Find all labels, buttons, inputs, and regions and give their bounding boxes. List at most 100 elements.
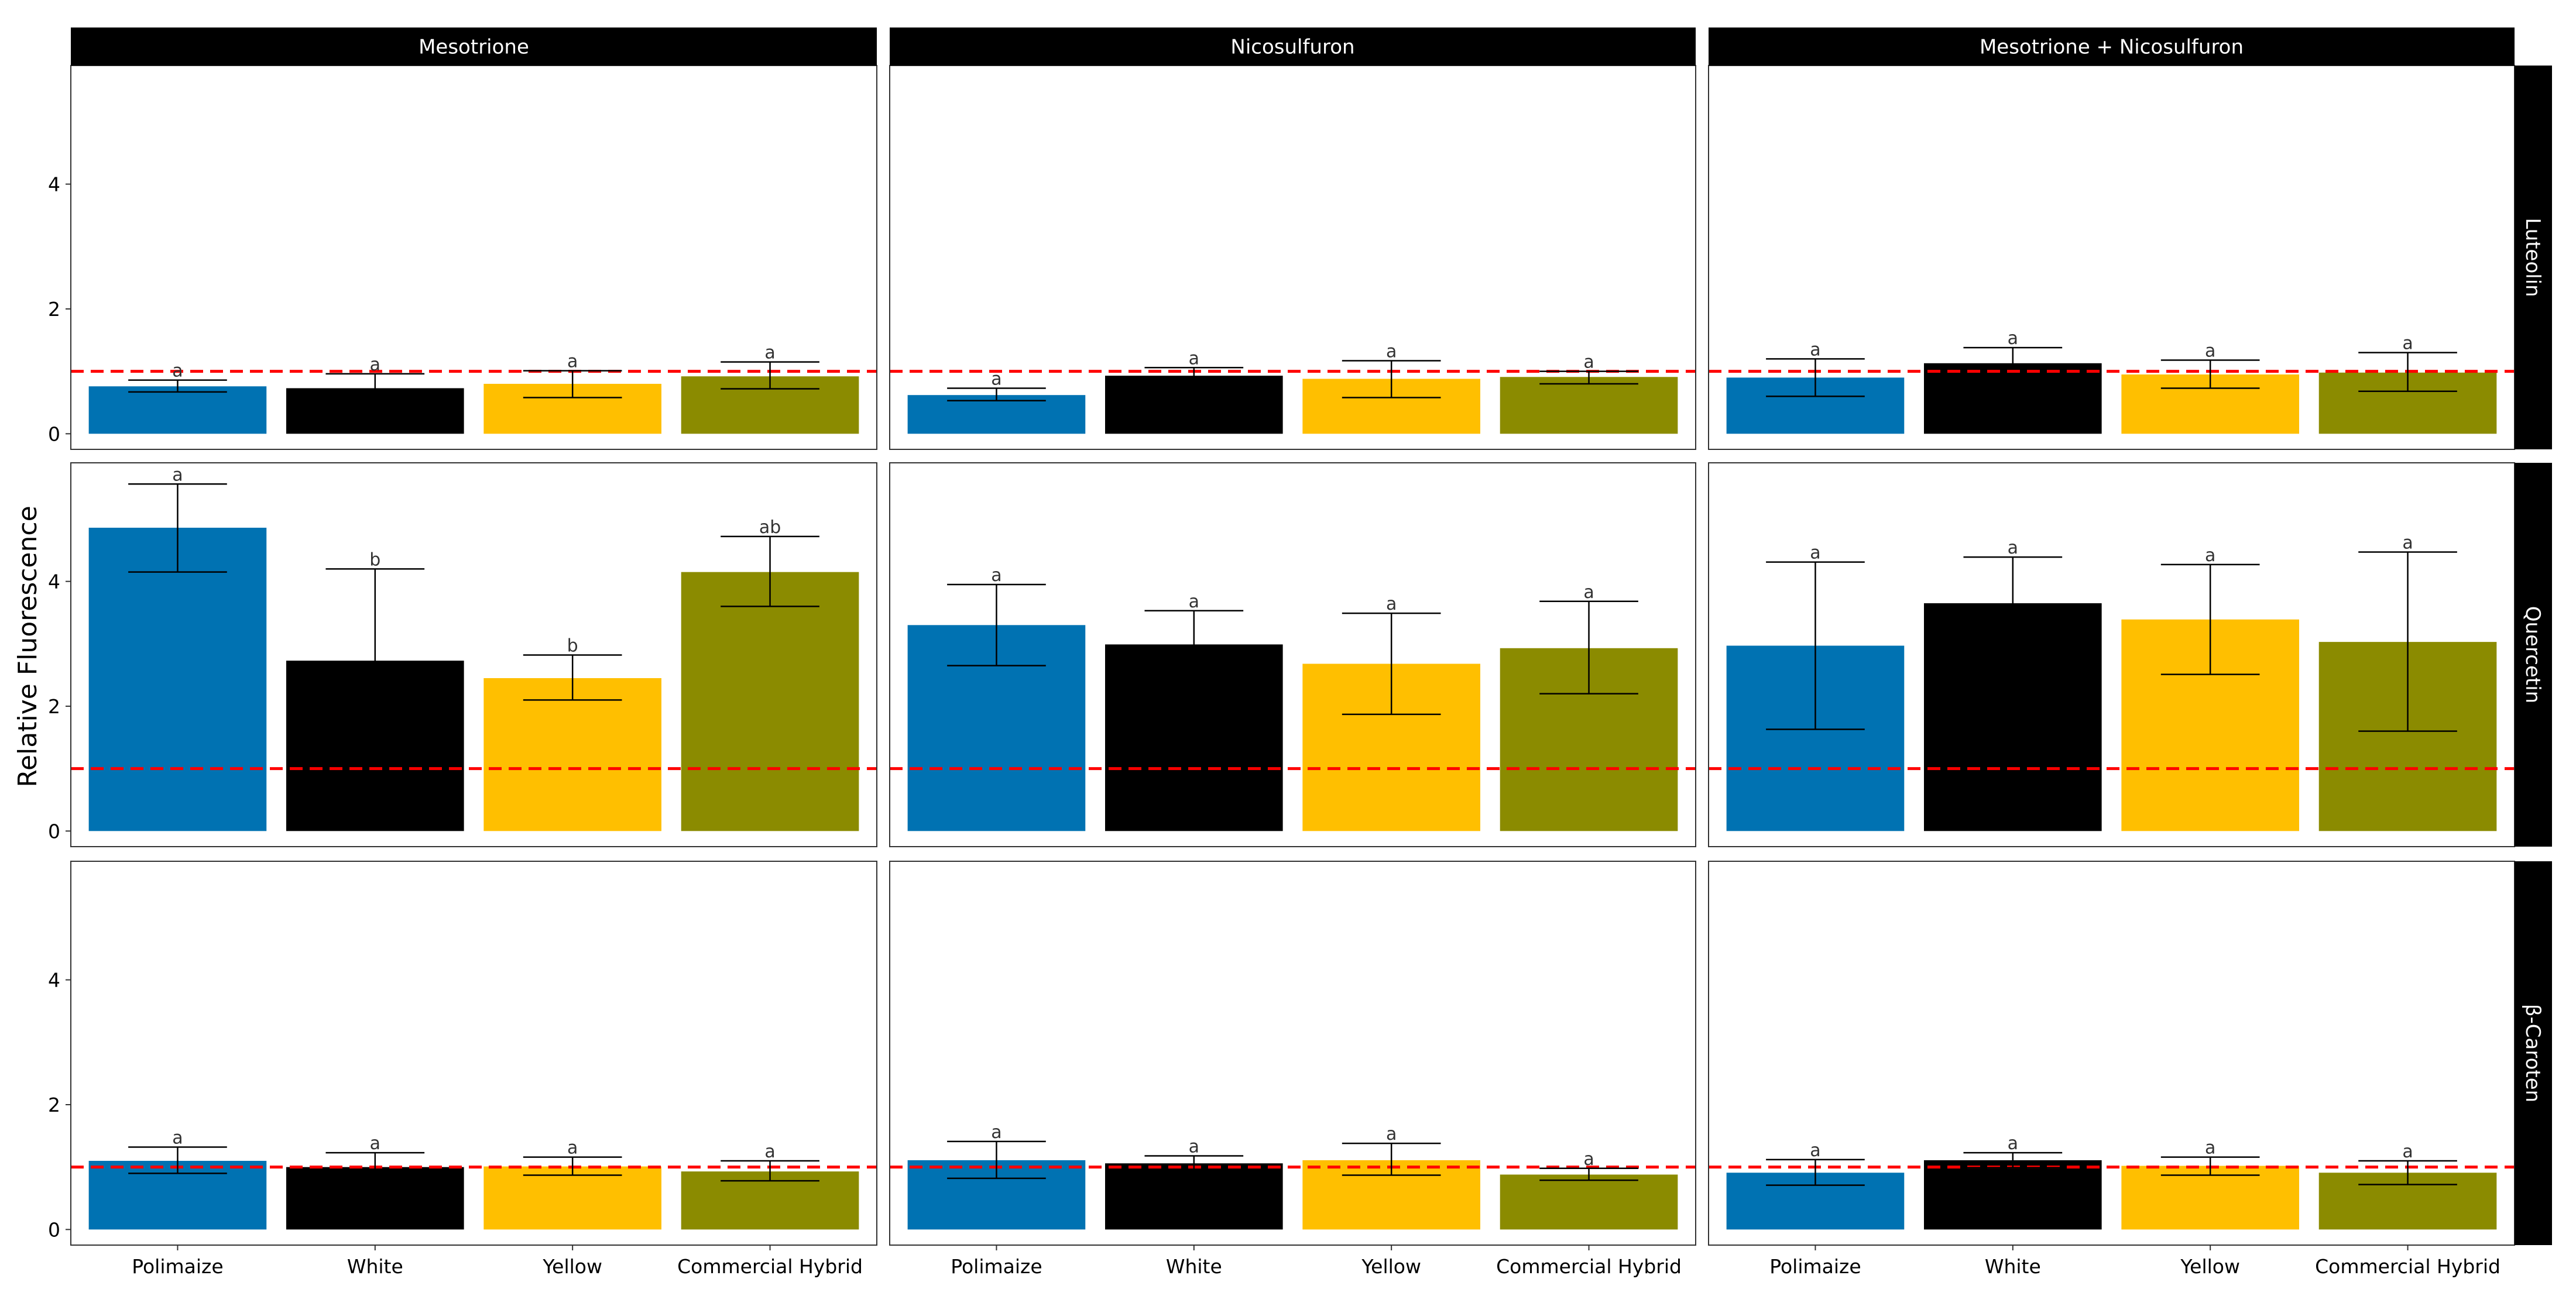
error-bar <box>1963 1151 2063 1168</box>
y-tick-label: 2 <box>48 1094 60 1116</box>
significance-label: a <box>991 565 1001 586</box>
bar-white <box>1105 1163 1283 1230</box>
error-bar <box>325 373 425 393</box>
x-tick-label: Yellow <box>542 1255 602 1278</box>
col-strip-mesotrione-nicosulfuron <box>1709 27 2515 66</box>
y-axis-title: Relative Fluorescence <box>13 506 43 787</box>
error-bar <box>1963 556 2063 648</box>
bar-white <box>1105 376 1283 434</box>
col-strip-label: Mesotrione <box>419 36 529 59</box>
error-bar <box>1963 346 2063 369</box>
bar-white <box>1105 644 1283 831</box>
error-bar <box>721 535 819 607</box>
x-tick-label: White <box>347 1255 403 1278</box>
error-bar <box>721 361 819 390</box>
y-tick-label: 0 <box>48 1218 60 1241</box>
error-bar <box>325 1151 425 1180</box>
row-strip-caroten <box>2515 861 2552 1245</box>
bar-polimaize <box>907 395 1086 434</box>
significance-label: a <box>1386 594 1397 614</box>
significance-label: a <box>1810 543 1820 563</box>
row-strip-luteolin <box>2515 66 2552 449</box>
error-bar <box>128 483 227 573</box>
x-tick-label: Yellow <box>1361 1255 1421 1278</box>
significance-label: a <box>2008 538 2018 558</box>
error-bar <box>2160 359 2260 389</box>
significance-label: a <box>764 343 775 363</box>
error-bar <box>1144 367 1244 378</box>
significance-label: b <box>567 636 578 656</box>
error-bar <box>1539 600 1638 695</box>
x-tick-label: Polimaize <box>132 1255 223 1278</box>
panel-caroten-nicosulfuron: a a a a <box>889 861 1696 1246</box>
col-strip-label: Mesotrione + Nicosulfuron <box>1980 36 2244 59</box>
error-bar <box>523 654 622 701</box>
significance-label: ab <box>759 517 781 538</box>
significance-label: a <box>764 1142 775 1162</box>
error-bar <box>523 1156 622 1176</box>
error-bar <box>947 583 1046 666</box>
x-tick-label: Polimaize <box>951 1255 1042 1278</box>
significance-label: a <box>991 1122 1001 1143</box>
significance-label: b <box>369 549 380 570</box>
significance-label: a <box>2205 1138 2215 1159</box>
significance-label: a <box>2402 334 2413 354</box>
significance-label: a <box>172 465 183 485</box>
error-bar <box>523 370 622 398</box>
error-bar <box>128 379 227 393</box>
significance-label: a <box>567 1138 578 1159</box>
error-bar <box>2358 1160 2457 1185</box>
bar-white <box>286 388 464 434</box>
error-bar <box>1766 561 1865 730</box>
bar-polimaize <box>88 386 267 434</box>
col-strip-nicosulfuron <box>890 27 1696 66</box>
x-tick-label: Commercial Hybrid <box>2315 1255 2500 1278</box>
error-bar <box>2358 352 2457 393</box>
error-bar <box>2160 1156 2260 1176</box>
error-bar <box>1539 370 1638 385</box>
error-bar <box>325 568 425 664</box>
x-tick-label: Polimaize <box>1769 1255 1861 1278</box>
row-strip-label: Luteolin <box>2521 218 2544 297</box>
x-tick-label: White <box>1985 1255 2041 1278</box>
significance-label: a <box>2402 1142 2413 1162</box>
panel-luteolin-mesotrione-nicosulfuron: aaa a <box>1708 65 2515 450</box>
significance-label: a <box>1810 1140 1820 1161</box>
row-strip-label: Quercetin <box>2521 606 2544 703</box>
significance-label: a <box>370 355 380 375</box>
y-tick-label: 4 <box>48 570 60 593</box>
error-bar <box>1144 1155 1244 1171</box>
y-tick-label: 2 <box>48 298 60 321</box>
significance-label: a <box>991 369 1001 389</box>
bar-yellow <box>483 678 661 831</box>
error-bar <box>2160 563 2260 675</box>
error-bar <box>1342 612 1441 716</box>
y-tick-label: 0 <box>48 820 60 843</box>
x-tick-label: Commercial Hybrid <box>677 1255 863 1278</box>
significance-label: a <box>2008 328 2018 349</box>
row-strip-label: β-Caroten <box>2521 1004 2544 1102</box>
panel-quercetin-nicosulfuron: a a a a <box>889 462 1696 847</box>
error-bar <box>947 1140 1046 1180</box>
error-bar <box>1144 610 1244 657</box>
bar-polimaize <box>88 527 267 831</box>
y-tick-label: 4 <box>48 173 60 196</box>
significance-label: a <box>567 352 578 372</box>
bar-white <box>286 661 464 831</box>
bar-commercial-hybrid <box>681 572 859 831</box>
col-strip-label: Nicosulfuron <box>1230 36 1354 59</box>
x-tick-label: Commercial Hybrid <box>1496 1255 1682 1278</box>
error-bar <box>1766 1159 1865 1186</box>
panel-luteolin-nicosulfuron: a a a a <box>889 65 1696 450</box>
bar-yellow <box>483 1166 661 1230</box>
bar-commercial-hybrid <box>1500 377 1678 434</box>
error-bar <box>128 1146 227 1174</box>
significance-label: a <box>1810 339 1820 360</box>
bar-white <box>1924 363 2102 434</box>
y-tick-label: 2 <box>48 695 60 718</box>
